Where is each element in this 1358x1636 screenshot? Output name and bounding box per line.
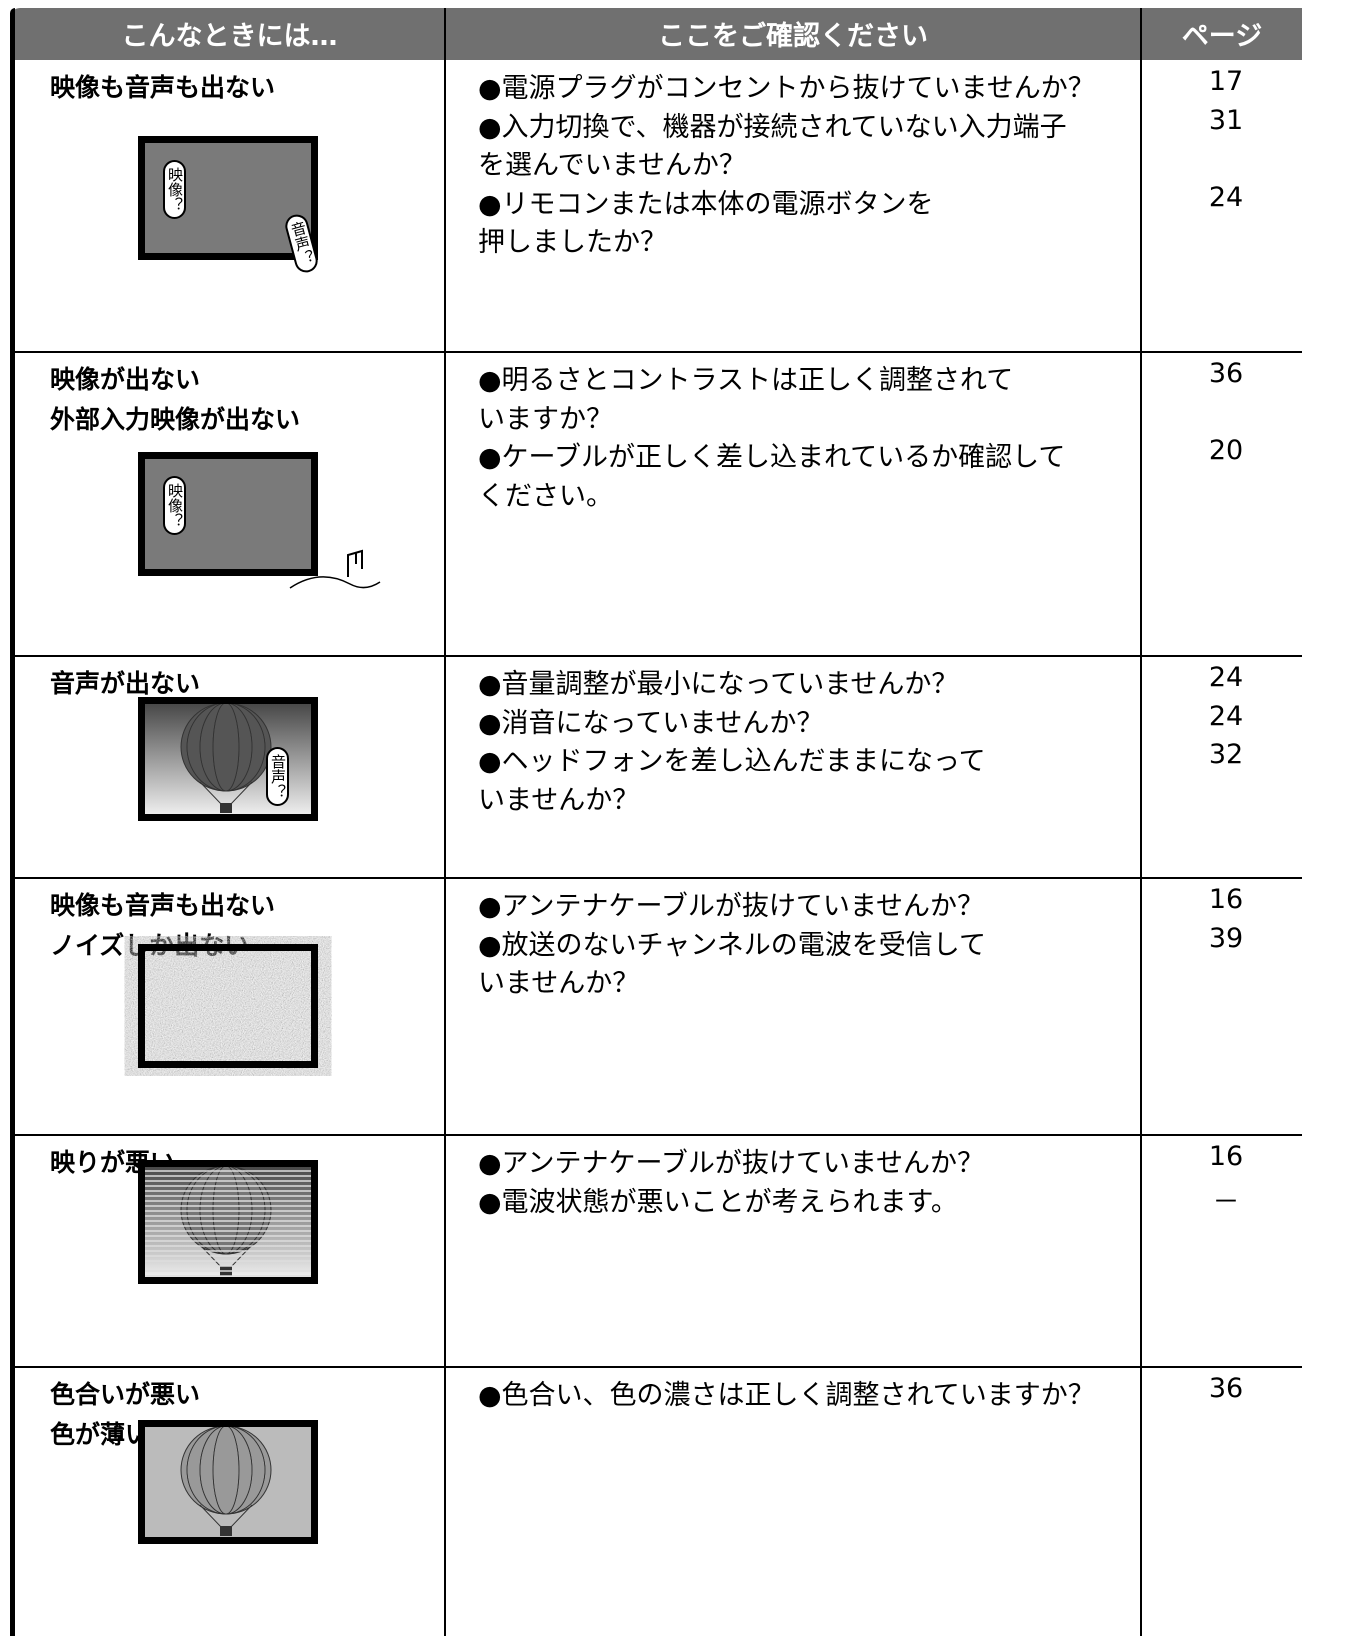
symptom-text: 色合いが悪い — [50, 1380, 201, 1409]
page-number: 36 — [1208, 358, 1244, 389]
row-line — [10, 351, 1302, 353]
illustration — [138, 944, 318, 1068]
check-text: ●色合い、色の濃さは正しく調整されていますか？ — [478, 1380, 1095, 1411]
note — [289, 576, 381, 589]
tv-frame — [138, 1160, 318, 1284]
page-number: 32 — [1208, 739, 1244, 770]
check-text: ●音量調整が最小になっていませんか？ — [478, 669, 959, 700]
header-check: ここをご確認ください — [658, 21, 928, 52]
page-number: 17 — [1208, 66, 1244, 97]
illustration — [138, 452, 381, 589]
page-number: 36 — [1208, 1373, 1244, 1404]
page-number: 16 — [1208, 884, 1244, 915]
check-text: 押しましたか？ — [478, 227, 667, 258]
tv-frame — [138, 136, 318, 260]
check-text: ●ケーブルが正しく差し込まれているか確認して — [478, 442, 1066, 473]
illustration — [138, 1160, 318, 1284]
row-line — [10, 877, 1302, 879]
page-number: 31 — [1208, 104, 1244, 136]
page-number: 24 — [1208, 700, 1244, 732]
check-text: ●ヘッドフォンを差し込んだままになって — [478, 746, 986, 777]
page-number: － — [1212, 1186, 1240, 1218]
check-text: いますか？ — [478, 403, 613, 435]
column-line — [444, 8, 446, 1636]
symptom-text: 外部入力映像が出ない — [50, 405, 301, 434]
balloon — [180, 702, 272, 792]
check-text: ●明るさとコントラストは正しく調整されて — [478, 365, 1014, 396]
check-text: ●入力切換で、機器が接続されていない入力端子 — [478, 111, 1067, 143]
noise — [142, 948, 314, 1064]
page-number: 24 — [1208, 662, 1244, 693]
tv-frame — [138, 697, 318, 821]
check-text: ●消音になっていませんか？ — [478, 707, 824, 739]
check-text: ●放送のないチャンネルの電波を受信して — [478, 929, 986, 961]
balloon — [180, 1425, 272, 1515]
check-text: ●電波状態が悪いことが考えられます。 — [478, 1186, 958, 1218]
speech-bubble: 映像？ — [163, 160, 186, 219]
left-border — [10, 8, 15, 1636]
speech-bubble: 音声？ — [266, 747, 289, 806]
symptom-text: 音声が出ない — [50, 669, 201, 698]
note — [347, 549, 363, 577]
check-text: いませんか？ — [478, 784, 640, 816]
row-line — [10, 1366, 1302, 1368]
check-text: ●アンテナケーブルが抜けていませんか？ — [478, 891, 985, 922]
check-text: ●電源プラグがコンセントから抜けていませんか？ — [478, 73, 1095, 104]
check-text: ●リモコンまたは本体の電源ボタンを — [478, 188, 934, 220]
header-page: ページ — [1181, 21, 1263, 52]
tv-frame — [138, 452, 318, 576]
symptom-text: 映像が出ない — [50, 365, 201, 394]
row-line — [10, 655, 1302, 657]
header-bar — [10, 8, 1302, 60]
page-number: 16 — [1208, 1141, 1244, 1172]
speech-bubble: 映像？ — [163, 476, 186, 535]
symptom-text: 映像も音声も出ない — [50, 891, 276, 920]
page-number: 24 — [1208, 181, 1244, 213]
symptom-text: 色が薄い — [50, 1420, 151, 1449]
page-number: 20 — [1208, 435, 1244, 466]
illustration — [138, 1420, 318, 1544]
row-line — [10, 1134, 1302, 1136]
tv-frame — [138, 1420, 318, 1544]
header-symptom: こんなときには… — [121, 21, 338, 52]
symptom-text: 映像も音声も出ない — [50, 73, 276, 102]
column-line — [1140, 8, 1142, 1636]
check-text: ●アンテナケーブルが抜けていませんか？ — [478, 1148, 985, 1179]
check-text: を選んでいませんか？ — [478, 150, 746, 181]
check-text: ください。 — [478, 480, 613, 512]
tv-frame — [138, 944, 318, 1068]
check-text: いませんか？ — [478, 968, 640, 999]
page-number: 39 — [1208, 922, 1244, 954]
